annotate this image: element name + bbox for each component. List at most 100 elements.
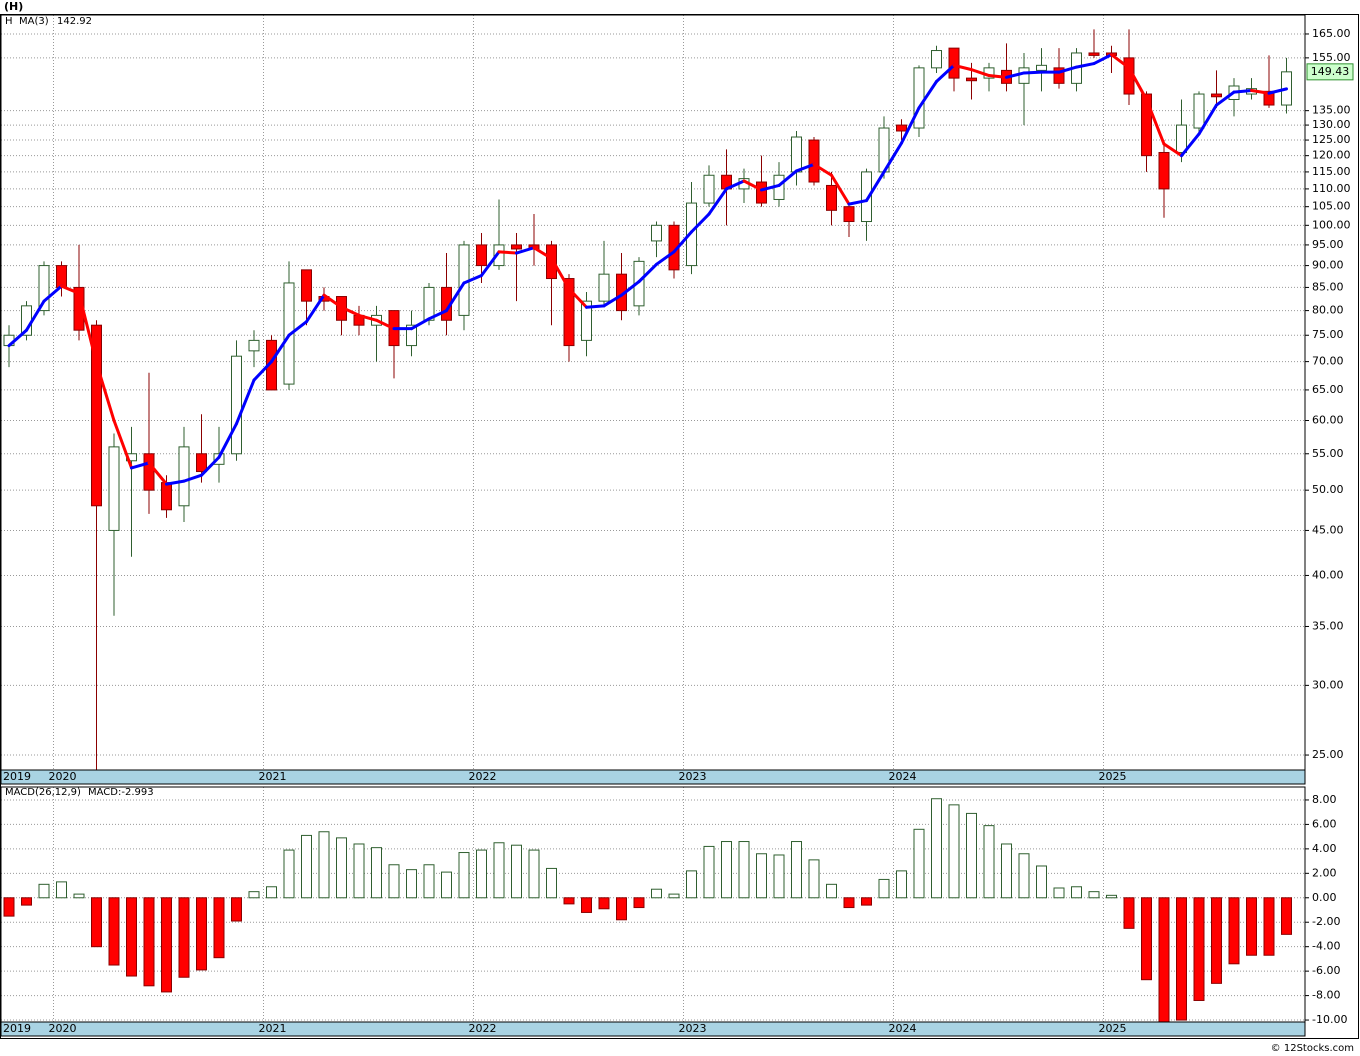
y-tick-label: 135.00	[1312, 104, 1351, 117]
ma-segment	[672, 230, 693, 254]
macd-bar	[1053, 887, 1065, 899]
ma-segment	[865, 170, 886, 203]
ma-segment	[1267, 87, 1288, 95]
candle-body	[178, 446, 190, 507]
candle-body	[493, 244, 505, 267]
x-tick-label: 2021	[259, 1022, 287, 1035]
legend-macd-label: MACD:	[88, 787, 121, 798]
macd-bar	[336, 837, 347, 899]
ma-segment	[480, 250, 501, 277]
macd-bar	[931, 798, 942, 899]
candle-body	[196, 453, 207, 473]
candle-body	[913, 67, 925, 129]
ma-segment	[182, 473, 203, 483]
y-tick-label: 105.00	[1312, 200, 1351, 213]
x-tick-label: 2020	[49, 1022, 77, 1035]
macd-bar	[528, 849, 540, 899]
macd-bar	[161, 897, 172, 993]
ma-segment	[1145, 97, 1166, 146]
candle-body	[301, 269, 312, 302]
candle-body	[703, 174, 715, 204]
y-tick-label: 70.00	[1312, 355, 1344, 368]
macd-bar	[1123, 897, 1135, 929]
x-tick-label: 2023	[679, 1022, 707, 1035]
ma-segment	[7, 328, 28, 348]
ma-segment	[462, 273, 483, 285]
ma-segment	[532, 246, 553, 260]
macd-bar	[668, 893, 680, 899]
macd-bar	[21, 897, 32, 906]
plot-area	[1, 15, 1305, 770]
ma-segment	[620, 280, 641, 297]
macd-bar	[388, 864, 400, 899]
ma-segment	[637, 262, 658, 284]
candle-body	[38, 265, 50, 312]
legend-macd-name: MACD(26,12,9)	[5, 787, 81, 798]
ma-segment	[340, 305, 361, 317]
legend-ma-value: 142.92	[57, 16, 92, 27]
macd-bar	[108, 897, 120, 966]
macd-bar	[808, 859, 820, 899]
candle-body	[108, 446, 120, 531]
candle-body	[248, 339, 260, 352]
ma-segment	[900, 106, 921, 145]
macd-bar	[196, 897, 207, 971]
x-tick-label: 2020	[49, 770, 77, 783]
candle-body	[231, 355, 242, 455]
ma-segment	[25, 299, 46, 332]
candle-body	[1053, 67, 1065, 84]
macd-bar	[266, 886, 277, 899]
legend-ma-name: MA(3)	[19, 16, 49, 27]
ma-segment	[1197, 103, 1218, 136]
candle-body	[791, 136, 802, 173]
candle-body	[598, 273, 610, 302]
macd-bar	[651, 888, 662, 899]
ma-segment	[322, 293, 343, 309]
ma-segment	[812, 162, 833, 177]
macd-bar	[423, 864, 435, 899]
candle-body	[896, 124, 907, 132]
macd-bar	[581, 897, 592, 913]
candle-body	[826, 184, 837, 211]
macd-bar	[843, 897, 855, 909]
ma-segment	[357, 313, 378, 322]
y-tick-label: 30.00	[1312, 678, 1344, 691]
ma-segment	[1005, 71, 1026, 79]
ma-segment	[602, 293, 623, 308]
ma-segment	[795, 162, 816, 173]
ma-segment	[1075, 62, 1096, 69]
ma-segment	[217, 422, 238, 459]
macd-bar	[493, 842, 505, 899]
macd-bar	[966, 812, 977, 899]
ma-segment	[760, 183, 781, 192]
macd-bar	[1176, 897, 1187, 1021]
macd-bar	[1106, 894, 1117, 899]
macd-bar	[948, 804, 960, 899]
ma-segment	[952, 63, 973, 72]
macd-bar	[1263, 897, 1275, 956]
macd-bar	[983, 825, 995, 899]
candle-body	[1176, 124, 1187, 153]
ma-segment	[252, 360, 273, 382]
x-tick-label: 2022	[469, 1022, 497, 1035]
x-tick-label: 2025	[1099, 770, 1127, 783]
ma-segment	[130, 461, 151, 470]
ma-segment	[690, 212, 711, 234]
ma-segment	[917, 80, 938, 110]
ma-segment	[1127, 66, 1148, 101]
macd-bar	[56, 881, 67, 899]
ma-segment	[777, 169, 798, 187]
y-tick-label: 45.00	[1312, 523, 1344, 536]
macd-bar	[913, 828, 925, 899]
ma-segment	[95, 361, 116, 423]
y-tick-label: 4.00	[1312, 842, 1337, 855]
ma-segment	[165, 479, 186, 486]
macd-bar	[91, 897, 102, 948]
y-tick-label: 35.00	[1312, 619, 1344, 632]
candle-body	[511, 244, 522, 250]
y-tick-label: 75.00	[1312, 328, 1344, 341]
y-tick-label: 115.00	[1312, 165, 1351, 178]
ma-segment	[742, 179, 763, 192]
candle-body	[91, 324, 102, 507]
ma-segment	[287, 320, 308, 337]
